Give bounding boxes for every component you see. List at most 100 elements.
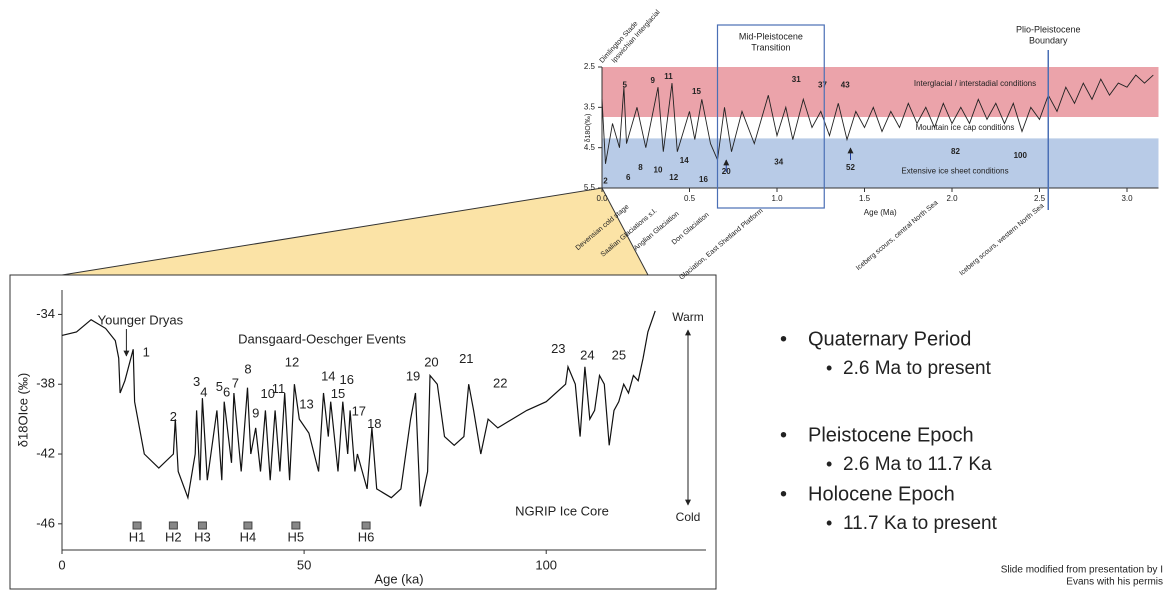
- x-tick-label: 2.5: [1034, 194, 1046, 203]
- stage-label: 7: [232, 376, 239, 391]
- stage-label: 13: [299, 397, 313, 412]
- y-tick-label: -42: [36, 445, 55, 460]
- band-label: Interglacial / interstadial conditions: [914, 79, 1036, 88]
- stage-label: 12: [669, 173, 678, 182]
- x-axis-label: Age (Ma): [864, 208, 897, 217]
- boundary-label: Plio-Pleistocene: [1016, 24, 1081, 34]
- sub-bullet-text: 2.6 Ma to present: [843, 358, 992, 379]
- bullet-dot: •: [826, 454, 832, 474]
- transition-label: Transition: [751, 42, 790, 52]
- stage-label: 19: [406, 369, 420, 384]
- stage-label: 1: [143, 344, 150, 359]
- stage-label: 9: [252, 405, 259, 420]
- stage-label: 23: [551, 341, 565, 356]
- y-tick-label: 3.5: [584, 102, 596, 111]
- stage-label: 10: [261, 386, 275, 401]
- data-line: [601, 74, 1154, 164]
- y-tick-label: 5.5: [584, 183, 596, 192]
- stage-label: 12: [285, 355, 299, 370]
- y-tick-label: -46: [36, 515, 55, 530]
- bullet-dot: •: [780, 328, 787, 350]
- y-tick-label: -38: [36, 376, 55, 391]
- x-tick-label: 1.5: [859, 194, 871, 203]
- stage-label: 16: [699, 175, 708, 184]
- glaciation-label: Glaciation, East Shetland Platform: [678, 207, 764, 281]
- bullet-dot: •: [780, 424, 787, 446]
- bullet-text: Quaternary Period: [808, 328, 971, 350]
- heinrich-label: H6: [358, 529, 375, 544]
- younger-dryas-label: Younger Dryas: [98, 312, 184, 327]
- stage-label: 20: [424, 355, 438, 370]
- stage-label: 14: [680, 156, 689, 165]
- stage-label: 22: [493, 376, 507, 391]
- stage-label: 43: [841, 80, 850, 89]
- y-tick-label: -34: [36, 306, 55, 321]
- band-label: Mountain ice cap conditions: [916, 123, 1015, 132]
- transition-box: [716, 24, 825, 209]
- core-label: NGRIP Ice Core: [515, 503, 609, 518]
- heinrich-marker: [132, 521, 142, 530]
- x-tick-label: 2.0: [946, 194, 958, 203]
- bullet-dot: •: [826, 358, 832, 378]
- stage-label: 24: [580, 348, 594, 363]
- inset-frame: [9, 274, 717, 590]
- stage-label: 6: [223, 384, 230, 399]
- footnote: Slide modified from presentation by I: [1001, 565, 1163, 576]
- x-axis-label: Age (ka): [374, 571, 423, 586]
- footnote: Evans with his permis: [1066, 577, 1163, 588]
- stage-label: 34: [774, 157, 783, 166]
- x-tick-label: 50: [297, 557, 311, 572]
- stage-label: 4: [200, 384, 207, 399]
- stage-label: 82: [951, 147, 960, 156]
- transition-label: Mid-Pleistocene: [739, 31, 803, 41]
- bullet-dot: •: [826, 513, 832, 533]
- data-line: [61, 310, 656, 507]
- stage-label: 37: [818, 80, 827, 89]
- stage-label: 52: [846, 163, 855, 172]
- y-axis-label: δ18O(‰): [585, 114, 592, 143]
- stage-label: 15: [331, 386, 345, 401]
- stage-label: 10: [654, 165, 663, 174]
- x-tick-label: 1.0: [771, 194, 783, 203]
- stage-label: 100: [1014, 151, 1028, 160]
- stage-label: 31: [792, 75, 801, 84]
- stage-label: 3: [193, 374, 200, 389]
- boundary-label: Boundary: [1029, 35, 1068, 45]
- y-tick-label: 4.5: [584, 143, 596, 152]
- x-tick-label: 0: [58, 557, 65, 572]
- stage-label: 21: [459, 351, 473, 366]
- stage-label: 11: [272, 381, 286, 396]
- bullet-text: Holocene Epoch: [808, 483, 955, 505]
- condition-band: [602, 67, 1159, 118]
- y-axis-label: δ18OIce (‰): [15, 373, 30, 447]
- heinrich-label: H1: [129, 529, 146, 544]
- stage-label: 14: [321, 369, 335, 384]
- heinrich-label: H4: [240, 529, 257, 544]
- stage-label: 16: [339, 372, 353, 387]
- heinrich-label: H5: [288, 529, 305, 544]
- sub-bullet-text: 11.7 Ka to present: [843, 513, 998, 534]
- x-tick-label: 3.0: [1121, 194, 1133, 203]
- stage-label: 11: [664, 72, 673, 81]
- stage-label: 5: [216, 379, 223, 394]
- sub-bullet-text: 2.6 Ma to 11.7 Ka: [843, 454, 992, 475]
- heinrich-marker: [291, 521, 301, 530]
- glaciation-label: Iceberg scours, western North Sea: [958, 203, 1045, 278]
- warm-label: Warm: [672, 310, 704, 324]
- stage-label: 17: [352, 404, 366, 419]
- bullet-text: Pleistocene Epoch: [808, 424, 974, 446]
- heinrich-marker: [168, 521, 178, 530]
- band-label: Extensive ice sheet conditions: [901, 166, 1008, 175]
- stage-label: 5: [623, 80, 628, 89]
- stage-label: 8: [244, 362, 251, 377]
- stage-label: 2: [603, 176, 608, 185]
- heinrich-marker: [361, 521, 371, 530]
- x-tick-label: 0.5: [684, 194, 696, 203]
- event-title: Dansgaard-Oeschger Events: [238, 331, 406, 346]
- heinrich-label: H2: [165, 529, 182, 544]
- x-tick-label: 0.0: [596, 194, 608, 203]
- heinrich-marker: [243, 521, 253, 530]
- y-tick-label: 2.5: [584, 62, 596, 71]
